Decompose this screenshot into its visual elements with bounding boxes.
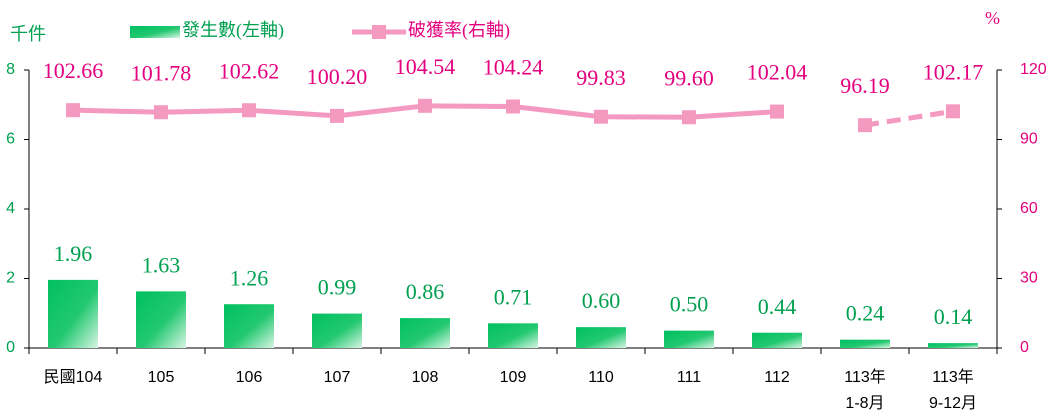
line-marker <box>946 104 960 119</box>
line <box>864 108 954 128</box>
bar <box>488 323 538 348</box>
bar-label: 1.26 <box>230 265 269 290</box>
line-marker <box>682 110 696 125</box>
line-label: 104.24 <box>483 55 544 80</box>
y2-tick-label: 90 <box>1020 131 1038 148</box>
legend-label: 發生數(左軸) <box>182 20 284 41</box>
y-axis-label: 千件 <box>10 24 46 44</box>
line-marker <box>330 108 344 123</box>
x-tick-label: 109 <box>499 369 527 386</box>
line-label: 102.17 <box>923 59 984 84</box>
bar-label: 1.63 <box>142 252 181 277</box>
legend-swatch <box>372 25 386 39</box>
bar <box>136 291 186 348</box>
y-tick-label: 2 <box>6 270 15 287</box>
y-tick-label: 0 <box>6 339 15 356</box>
bar-label: 0.86 <box>406 279 445 304</box>
y2-tick-label: 30 <box>1020 270 1038 287</box>
line-label: 99.60 <box>664 65 714 90</box>
line-marker <box>66 103 80 118</box>
x-tick-label: 107 <box>323 369 351 386</box>
y-tick-label: 8 <box>6 61 15 78</box>
bar <box>928 343 978 348</box>
bar-label: 0.50 <box>670 292 709 317</box>
legend-swatch <box>130 26 180 38</box>
bar <box>576 327 626 348</box>
line-marker <box>506 99 520 114</box>
line-marker <box>154 105 168 120</box>
x-tick-label: 113年 9-12月 <box>928 369 978 412</box>
bar-label: 0.44 <box>758 294 797 319</box>
line-marker <box>858 118 872 133</box>
y2-tick-label: 60 <box>1020 200 1038 217</box>
x-tick-label: 111 <box>676 369 702 386</box>
bar <box>752 332 802 348</box>
line-marker <box>770 104 784 119</box>
x-tick-label: 113年 1-8月 <box>844 369 886 412</box>
y2-tick-label: 120 <box>1020 61 1047 78</box>
bar <box>840 339 890 348</box>
y2-tick-label: 0 <box>1020 339 1029 356</box>
x-tick-label: 112 <box>764 369 790 386</box>
line-marker <box>418 98 432 113</box>
line-label: 102.62 <box>219 58 280 83</box>
x-tick-label: 108 <box>411 369 439 386</box>
bar <box>224 304 274 348</box>
y-tick-label: 4 <box>6 200 15 217</box>
line-label: 102.04 <box>747 60 808 85</box>
x-tick-label: 民國104 <box>43 369 103 386</box>
bar-label: 0.14 <box>934 304 973 329</box>
line-label: 102.66 <box>43 58 104 83</box>
line-label: 101.78 <box>131 60 192 85</box>
line-label: 99.83 <box>576 65 626 90</box>
line-label: 104.54 <box>395 54 456 79</box>
y2-axis-label: % <box>985 8 1000 28</box>
line-label: 100.20 <box>307 64 368 89</box>
bar-label: 1.96 <box>54 241 93 266</box>
bar <box>312 313 362 348</box>
x-tick-label: 106 <box>235 369 263 386</box>
line-marker <box>594 109 608 124</box>
line-marker <box>242 103 256 118</box>
bar-label: 0.71 <box>494 284 533 309</box>
bar <box>48 279 98 348</box>
x-tick-label: 105 <box>147 369 175 386</box>
bar-label: 0.60 <box>582 288 621 313</box>
bar-label: 0.99 <box>318 275 357 300</box>
legend-label: 破獲率(右軸) <box>408 20 510 41</box>
bar <box>400 318 450 348</box>
x-tick-label: 110 <box>588 369 614 386</box>
bar-label: 0.24 <box>846 301 885 326</box>
bar <box>664 330 714 348</box>
line-label: 96.19 <box>840 73 890 98</box>
y-tick-label: 6 <box>6 131 15 148</box>
